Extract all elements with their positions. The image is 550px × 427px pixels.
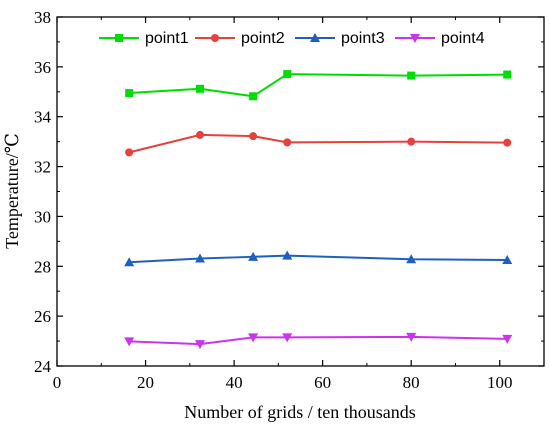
data-point bbox=[195, 340, 206, 350]
series-point1 bbox=[125, 70, 512, 101]
axis-ticks: 0 20 40 60 80 100 24 26 28 30 32 34 36 38 bbox=[34, 8, 544, 392]
series-line bbox=[129, 73, 508, 98]
data-point bbox=[124, 257, 135, 267]
plot-frame bbox=[56, 16, 545, 367]
y-tick-label: 24 bbox=[34, 357, 52, 376]
series-point3 bbox=[124, 250, 513, 267]
y-tick-label: 38 bbox=[34, 8, 51, 27]
data-point bbox=[249, 132, 258, 141]
series-line bbox=[128, 133, 508, 154]
series-point4 bbox=[124, 332, 513, 350]
data-point bbox=[282, 250, 293, 260]
data-point bbox=[282, 333, 293, 343]
data-point bbox=[248, 333, 259, 343]
legend-item-point4: point4 bbox=[395, 30, 485, 47]
y-tick-label: 36 bbox=[34, 58, 51, 77]
x-tick-label: 0 bbox=[53, 373, 62, 392]
legend-label: point3 bbox=[341, 30, 385, 47]
data-point bbox=[283, 138, 292, 147]
data-point bbox=[248, 251, 259, 261]
legend-swatch-marker bbox=[115, 34, 123, 42]
series-line bbox=[129, 254, 508, 264]
series-point2 bbox=[125, 130, 512, 157]
y-tick-label: 32 bbox=[34, 158, 51, 177]
data-point bbox=[503, 70, 512, 79]
data-point bbox=[195, 253, 206, 263]
data-point bbox=[502, 334, 513, 344]
y-tick-label: 26 bbox=[34, 307, 51, 326]
data-point bbox=[125, 148, 134, 157]
legend-label: point1 bbox=[145, 30, 189, 47]
x-tick-label: 20 bbox=[137, 373, 154, 392]
x-tick-label: 60 bbox=[314, 373, 331, 392]
data-point bbox=[125, 89, 134, 98]
legend-swatch-marker bbox=[310, 33, 320, 42]
data-point bbox=[406, 254, 417, 264]
data-point bbox=[503, 138, 512, 147]
data-point bbox=[406, 332, 417, 342]
legend-swatch-marker bbox=[211, 34, 219, 42]
legend-label: point2 bbox=[241, 30, 285, 47]
data-point bbox=[124, 337, 135, 347]
legend-item-point1: point1 bbox=[99, 30, 189, 47]
series-group bbox=[124, 70, 513, 350]
legend-label: point4 bbox=[441, 30, 485, 47]
x-tick-label: 40 bbox=[226, 373, 243, 392]
legend-swatch-marker bbox=[410, 34, 420, 43]
y-tick-label: 30 bbox=[34, 207, 51, 226]
y-tick-label: 34 bbox=[34, 108, 52, 127]
legend-item-point3: point3 bbox=[295, 30, 385, 47]
legend: point1 point2 point3 point4 bbox=[99, 30, 485, 47]
x-axis-title: Number of grids / ten thousands bbox=[184, 402, 415, 422]
legend-item-point2: point2 bbox=[195, 30, 285, 47]
series-line bbox=[129, 335, 508, 346]
y-tick-label: 28 bbox=[34, 257, 51, 276]
data-point bbox=[502, 255, 513, 265]
data-point bbox=[407, 137, 416, 146]
data-point bbox=[249, 92, 258, 101]
data-point bbox=[196, 130, 205, 139]
data-point bbox=[407, 71, 416, 80]
data-point bbox=[196, 84, 205, 93]
data-point bbox=[283, 70, 292, 79]
y-axis-title: Temperature/℃ bbox=[2, 133, 22, 249]
x-tick-label: 80 bbox=[403, 373, 420, 392]
x-tick-label: 100 bbox=[487, 373, 513, 392]
